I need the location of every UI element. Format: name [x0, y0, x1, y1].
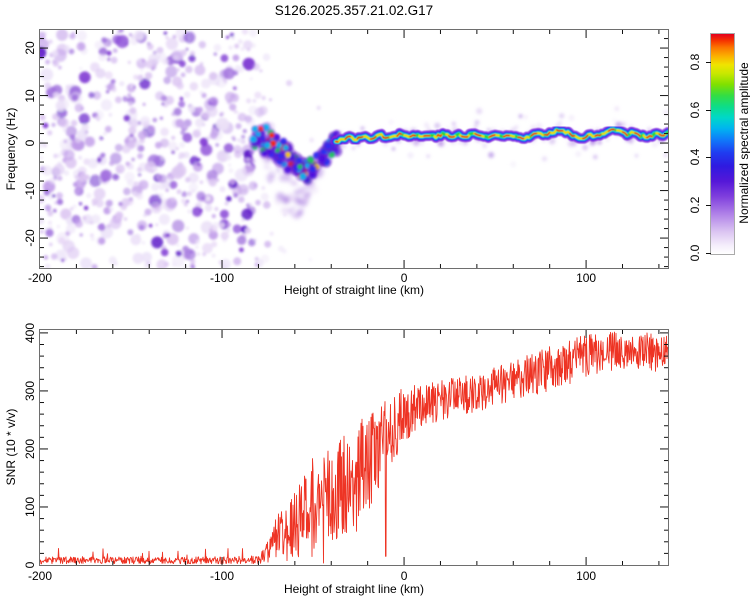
- colorbar: [710, 33, 735, 255]
- snr-x-tick-label: -200: [27, 569, 53, 583]
- colorbar-tick-label: 0.8: [688, 53, 702, 71]
- colorbar-tick: [706, 109, 711, 111]
- colorbar-tick-label: 0.4: [688, 149, 702, 166]
- snr-x-tick-label: 0: [400, 569, 408, 583]
- colorbar-gradient: [711, 34, 734, 254]
- spectrogram-x-axis-label: Height of straight line (km): [283, 283, 425, 297]
- colorbar-tick-label: 0.6: [688, 101, 702, 118]
- snr-y-tick-label: 0: [23, 561, 37, 569]
- spectrogram-panel: [39, 29, 669, 269]
- snr-x-tick-label: -100: [210, 569, 235, 583]
- colorbar-tick-label: 0.0: [688, 244, 702, 262]
- colorbar-label: Normalized spectral amplitude: [737, 62, 750, 224]
- snr-x-tick-label: 100: [576, 569, 597, 583]
- snr-y-tick-label: 400: [23, 322, 37, 343]
- snr-plot: [40, 330, 668, 565]
- snr-y-tick-label: 300: [23, 380, 37, 401]
- figure-title: S126.2025.357.21.02.G17: [274, 3, 434, 18]
- spectrogram-y-tick-label: -20: [23, 229, 37, 247]
- spectrogram-x-tick-label: 100: [576, 271, 597, 285]
- spectrogram-y-tick-label: 0: [23, 139, 37, 147]
- spectrogram-x-tick-label: -200: [27, 271, 53, 285]
- spectrogram-y-tick-label: -10: [23, 181, 37, 200]
- colorbar-tick: [706, 205, 711, 207]
- colorbar-tick: [706, 61, 711, 63]
- snr-y-tick-label: 200: [23, 438, 37, 459]
- spectrogram-x-tick-label: 0: [400, 271, 408, 285]
- spectrogram-y-tick-label: 20: [23, 41, 37, 55]
- spectrogram-plot: [40, 30, 668, 268]
- snr-y-axis-label: SNR (10 * v/v): [4, 408, 18, 486]
- spectrogram-x-tick-label: -100: [210, 271, 235, 285]
- spectrogram-y-axis-label: Frequency (Hz): [4, 107, 18, 191]
- colorbar-tick-label: 0.2: [688, 196, 702, 214]
- spectrogram-y-tick-label: 10: [23, 88, 37, 103]
- snr-panel: [39, 329, 669, 566]
- colorbar-tick: [706, 157, 711, 159]
- snr-y-tick-label: 100: [23, 496, 37, 517]
- snr-x-axis-label: Height of straight line (km): [283, 582, 425, 596]
- colorbar-tick: [706, 253, 711, 254]
